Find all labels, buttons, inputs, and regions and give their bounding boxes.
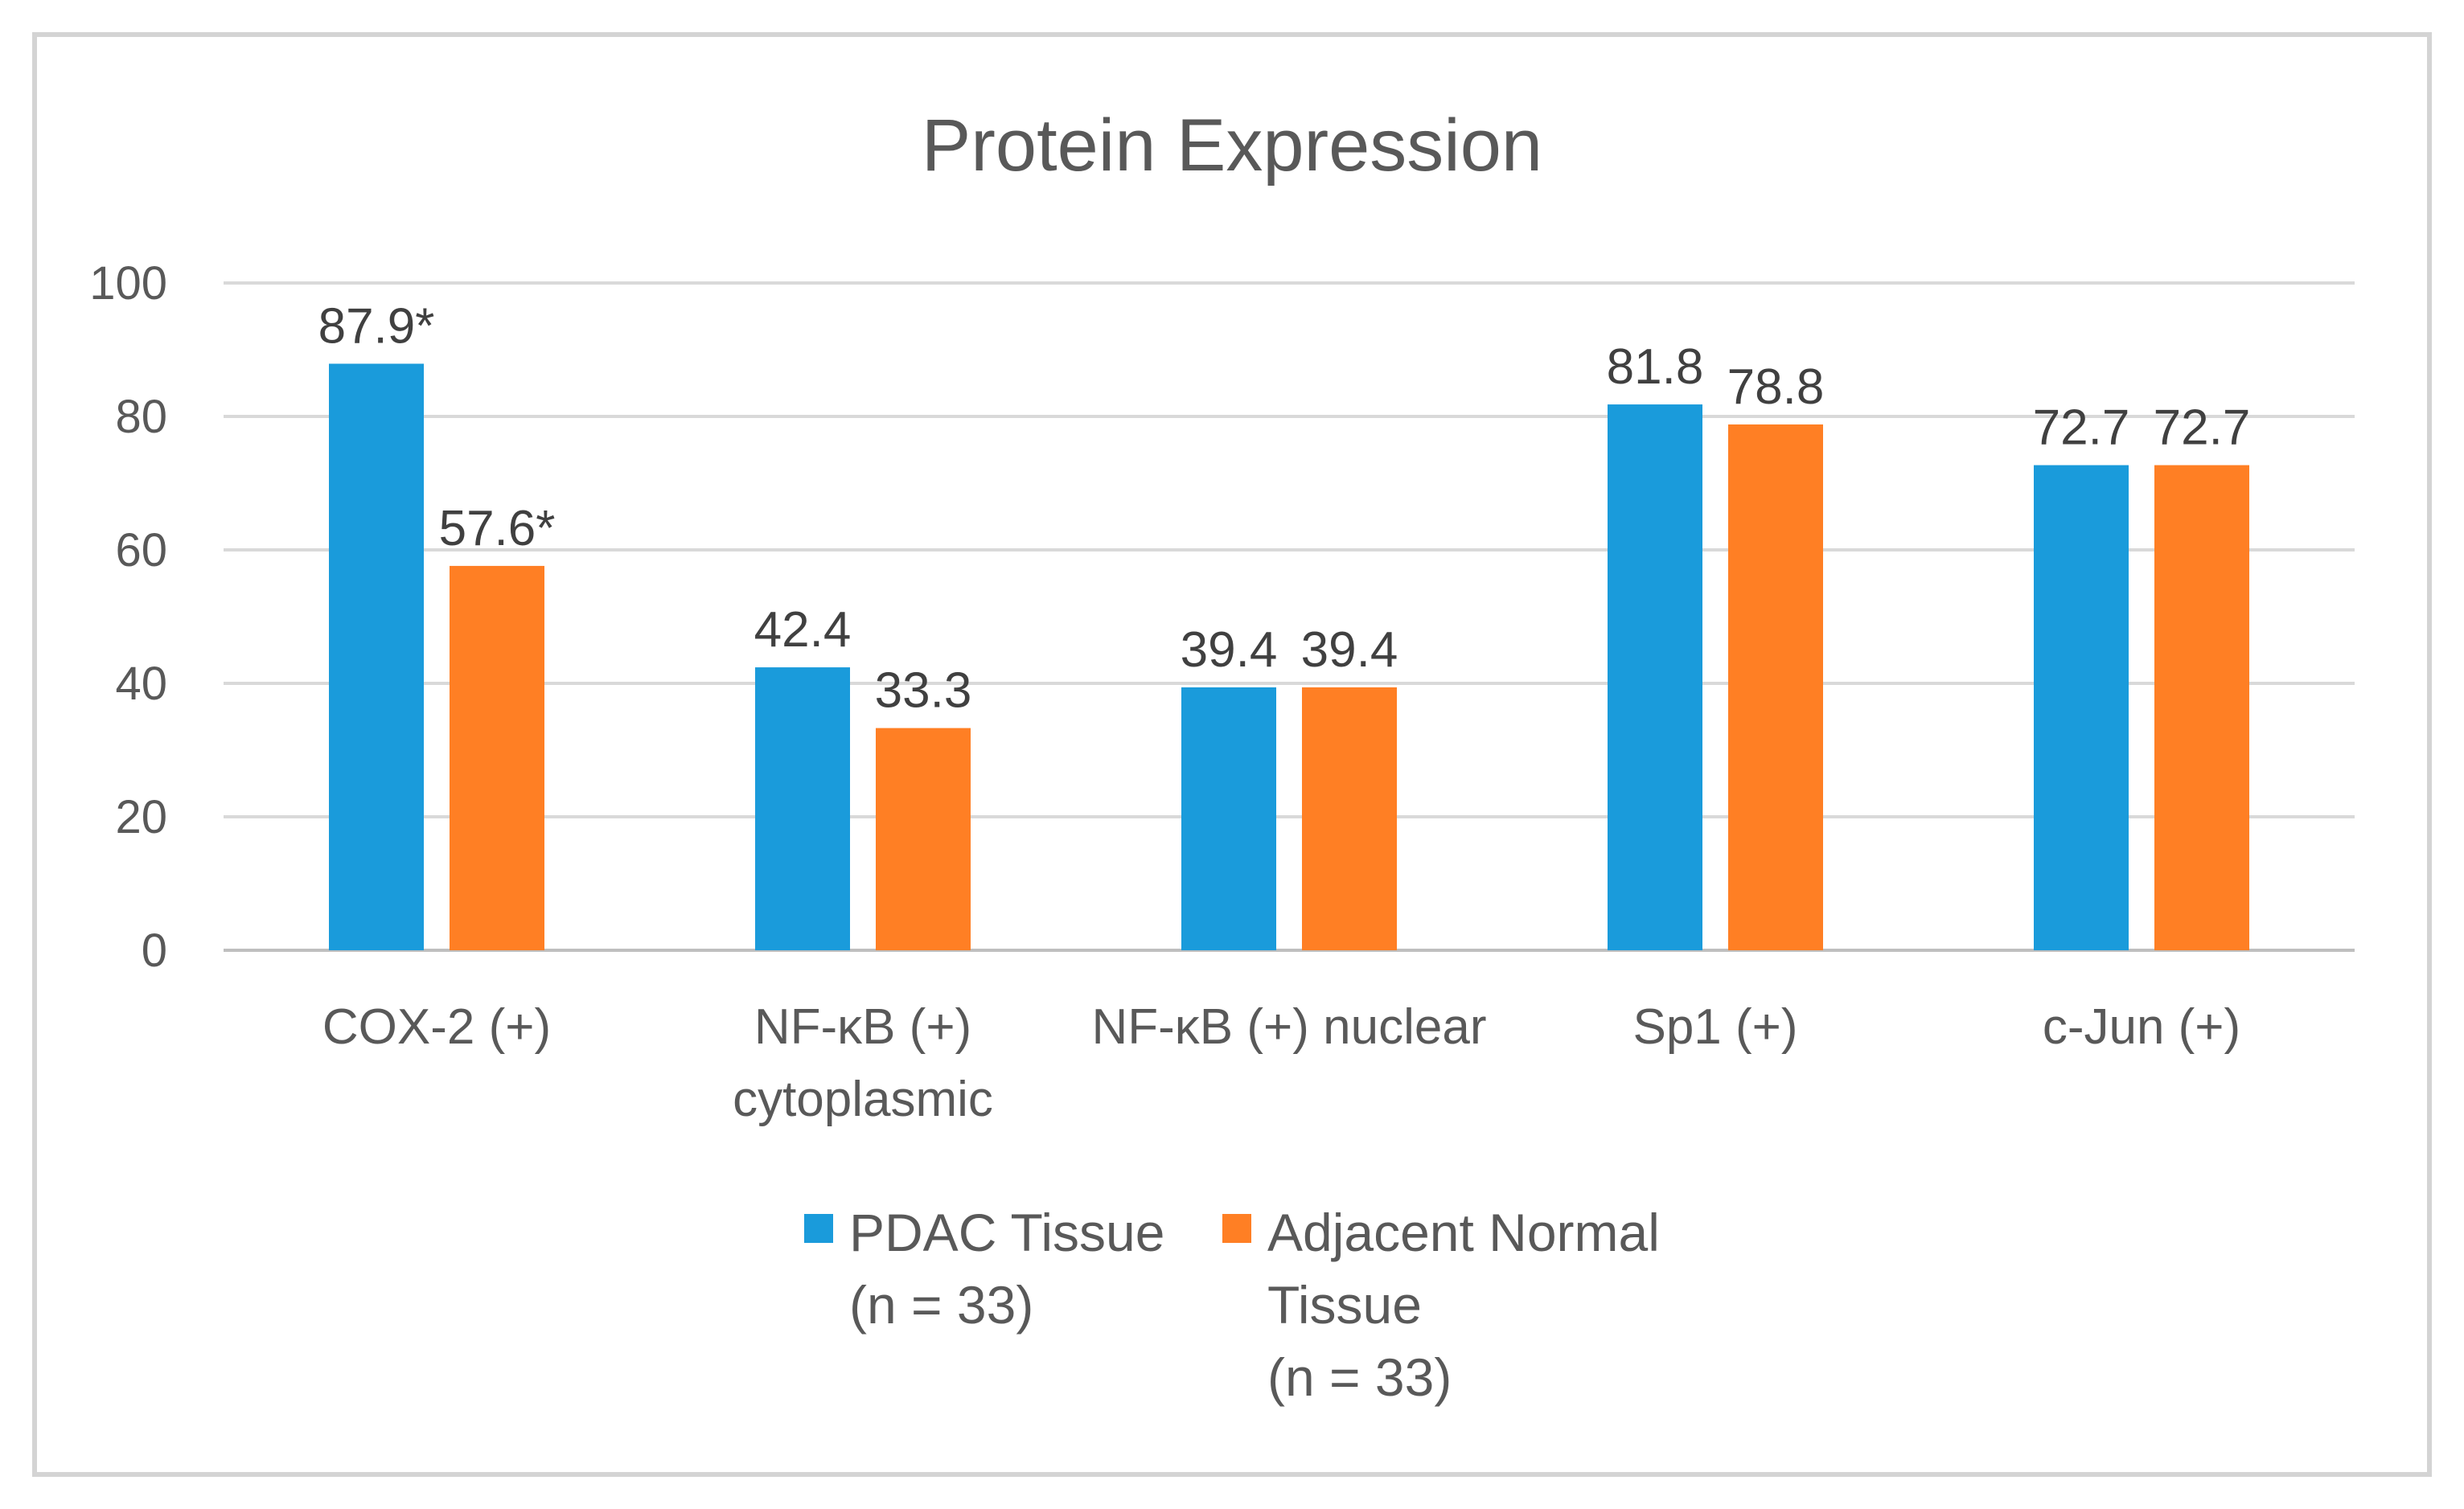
- data-label: 39.4: [1181, 622, 1278, 678]
- category-label: c-Jun (+): [2043, 999, 2240, 1055]
- data-label: 72.7: [2154, 400, 2251, 456]
- bar-pdac: [1181, 687, 1276, 950]
- bar-pdac: [2034, 465, 2129, 950]
- legend-label: PDAC Tissue: [849, 1203, 1164, 1262]
- legend-swatch: [1222, 1214, 1251, 1243]
- category-label: NF-κB (+): [754, 999, 971, 1055]
- bar-pdac: [1608, 404, 1702, 950]
- legend-label: Adjacent Normal: [1267, 1203, 1660, 1262]
- y-tick-label: 100: [89, 257, 167, 310]
- category-label: cytoplasmic: [733, 1072, 993, 1127]
- legend-label: (n = 33): [1267, 1347, 1452, 1407]
- category-label: COX-2 (+): [322, 999, 551, 1055]
- bar-pdac: [755, 667, 850, 950]
- legend-swatch: [804, 1214, 833, 1243]
- bar-adjacent-normal: [1302, 687, 1397, 950]
- bar-pdac: [329, 363, 424, 950]
- category-label: NF-κB (+) nuclear: [1092, 999, 1487, 1055]
- data-label: 42.4: [754, 602, 852, 658]
- bar-adjacent-normal: [2154, 465, 2249, 950]
- category-label: Sp1 (+): [1632, 999, 1797, 1055]
- y-tick-label: 80: [115, 391, 167, 443]
- bar-adjacent-normal: [876, 728, 971, 950]
- y-tick-label: 20: [115, 791, 167, 843]
- data-label: 81.8: [1607, 339, 1704, 395]
- bar-adjacent-normal: [1728, 424, 1823, 950]
- data-label: 39.4: [1301, 622, 1398, 678]
- data-label: 57.6*: [439, 501, 556, 556]
- legend-label: (n = 33): [849, 1275, 1033, 1335]
- y-tick-label: 0: [142, 925, 167, 977]
- chart-title: Protein Expression: [922, 105, 1542, 187]
- data-label: 87.9*: [318, 298, 435, 354]
- y-tick-label: 40: [115, 658, 167, 710]
- y-tick-label: 60: [115, 524, 167, 576]
- bar-adjacent-normal: [450, 565, 544, 950]
- legend-label: Tissue: [1267, 1275, 1422, 1335]
- data-label: 33.3: [875, 663, 972, 719]
- data-label: 78.8: [1727, 359, 1825, 415]
- data-label: 72.7: [2033, 400, 2130, 456]
